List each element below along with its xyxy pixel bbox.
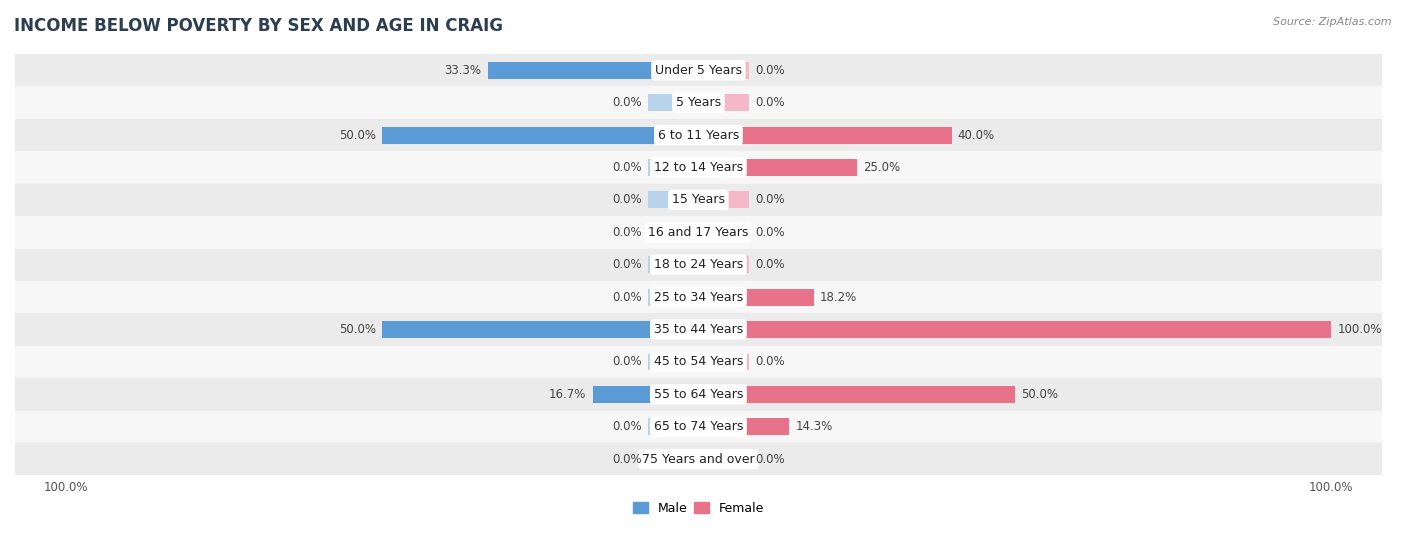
Bar: [699, 159, 856, 176]
Bar: [648, 159, 699, 176]
Bar: [699, 288, 814, 306]
Bar: [699, 127, 952, 143]
Bar: [648, 418, 699, 435]
Text: 33.3%: 33.3%: [444, 64, 481, 77]
Text: 0.0%: 0.0%: [612, 226, 641, 239]
Text: 5 Years: 5 Years: [676, 96, 721, 109]
Text: 15 Years: 15 Years: [672, 194, 725, 206]
Bar: [15, 346, 1382, 378]
Text: 25.0%: 25.0%: [863, 161, 900, 174]
Text: 0.0%: 0.0%: [612, 194, 641, 206]
Bar: [15, 443, 1382, 475]
Text: 0.0%: 0.0%: [755, 355, 785, 368]
Text: 55 to 64 Years: 55 to 64 Years: [654, 388, 744, 401]
Bar: [699, 451, 749, 468]
Text: 50.0%: 50.0%: [339, 323, 375, 336]
Bar: [699, 321, 1331, 338]
Text: 0.0%: 0.0%: [755, 453, 785, 466]
Bar: [382, 321, 699, 338]
Bar: [699, 386, 1015, 403]
Text: 45 to 54 Years: 45 to 54 Years: [654, 355, 744, 368]
Bar: [648, 354, 699, 371]
Text: 0.0%: 0.0%: [612, 161, 641, 174]
Bar: [15, 411, 1382, 443]
Text: 100.0%: 100.0%: [1337, 323, 1382, 336]
Bar: [648, 224, 699, 240]
Bar: [648, 94, 699, 111]
Text: 16 and 17 Years: 16 and 17 Years: [648, 226, 748, 239]
Text: 0.0%: 0.0%: [755, 96, 785, 109]
Bar: [15, 281, 1382, 314]
Bar: [15, 86, 1382, 119]
Text: 14.3%: 14.3%: [796, 420, 832, 433]
Text: 0.0%: 0.0%: [755, 64, 785, 77]
Bar: [15, 54, 1382, 86]
Bar: [699, 94, 749, 111]
Text: 0.0%: 0.0%: [755, 226, 785, 239]
Text: 16.7%: 16.7%: [548, 388, 586, 401]
Text: 12 to 14 Years: 12 to 14 Years: [654, 161, 742, 174]
Legend: Male, Female: Male, Female: [627, 497, 769, 519]
Text: 0.0%: 0.0%: [612, 96, 641, 109]
Bar: [15, 216, 1382, 248]
Bar: [699, 224, 749, 240]
Text: 6 to 11 Years: 6 to 11 Years: [658, 128, 740, 142]
Bar: [648, 451, 699, 468]
Bar: [382, 127, 699, 143]
Text: 65 to 74 Years: 65 to 74 Years: [654, 420, 744, 433]
Text: 35 to 44 Years: 35 to 44 Years: [654, 323, 742, 336]
Bar: [15, 248, 1382, 281]
Bar: [699, 191, 749, 208]
Text: 0.0%: 0.0%: [612, 355, 641, 368]
Text: 0.0%: 0.0%: [612, 453, 641, 466]
Text: Source: ZipAtlas.com: Source: ZipAtlas.com: [1274, 17, 1392, 27]
Bar: [699, 256, 749, 273]
Text: INCOME BELOW POVERTY BY SEX AND AGE IN CRAIG: INCOME BELOW POVERTY BY SEX AND AGE IN C…: [14, 17, 503, 35]
Text: 75 Years and over: 75 Years and over: [643, 453, 755, 466]
Bar: [15, 314, 1382, 346]
Bar: [699, 62, 749, 79]
Text: 50.0%: 50.0%: [1021, 388, 1059, 401]
Text: 0.0%: 0.0%: [755, 194, 785, 206]
Bar: [488, 62, 699, 79]
Text: 0.0%: 0.0%: [612, 258, 641, 271]
Text: 18 to 24 Years: 18 to 24 Years: [654, 258, 742, 271]
Bar: [15, 378, 1382, 411]
Bar: [699, 354, 749, 371]
Bar: [15, 184, 1382, 216]
Bar: [15, 119, 1382, 151]
Bar: [648, 288, 699, 306]
Text: 25 to 34 Years: 25 to 34 Years: [654, 291, 742, 304]
Bar: [648, 191, 699, 208]
Text: 18.2%: 18.2%: [820, 291, 858, 304]
Text: 50.0%: 50.0%: [339, 128, 375, 142]
Text: 0.0%: 0.0%: [755, 258, 785, 271]
Text: 0.0%: 0.0%: [612, 420, 641, 433]
Text: Under 5 Years: Under 5 Years: [655, 64, 742, 77]
Bar: [648, 256, 699, 273]
Bar: [593, 386, 699, 403]
Text: 40.0%: 40.0%: [957, 128, 995, 142]
Bar: [15, 151, 1382, 184]
Text: 0.0%: 0.0%: [612, 291, 641, 304]
Bar: [699, 418, 789, 435]
